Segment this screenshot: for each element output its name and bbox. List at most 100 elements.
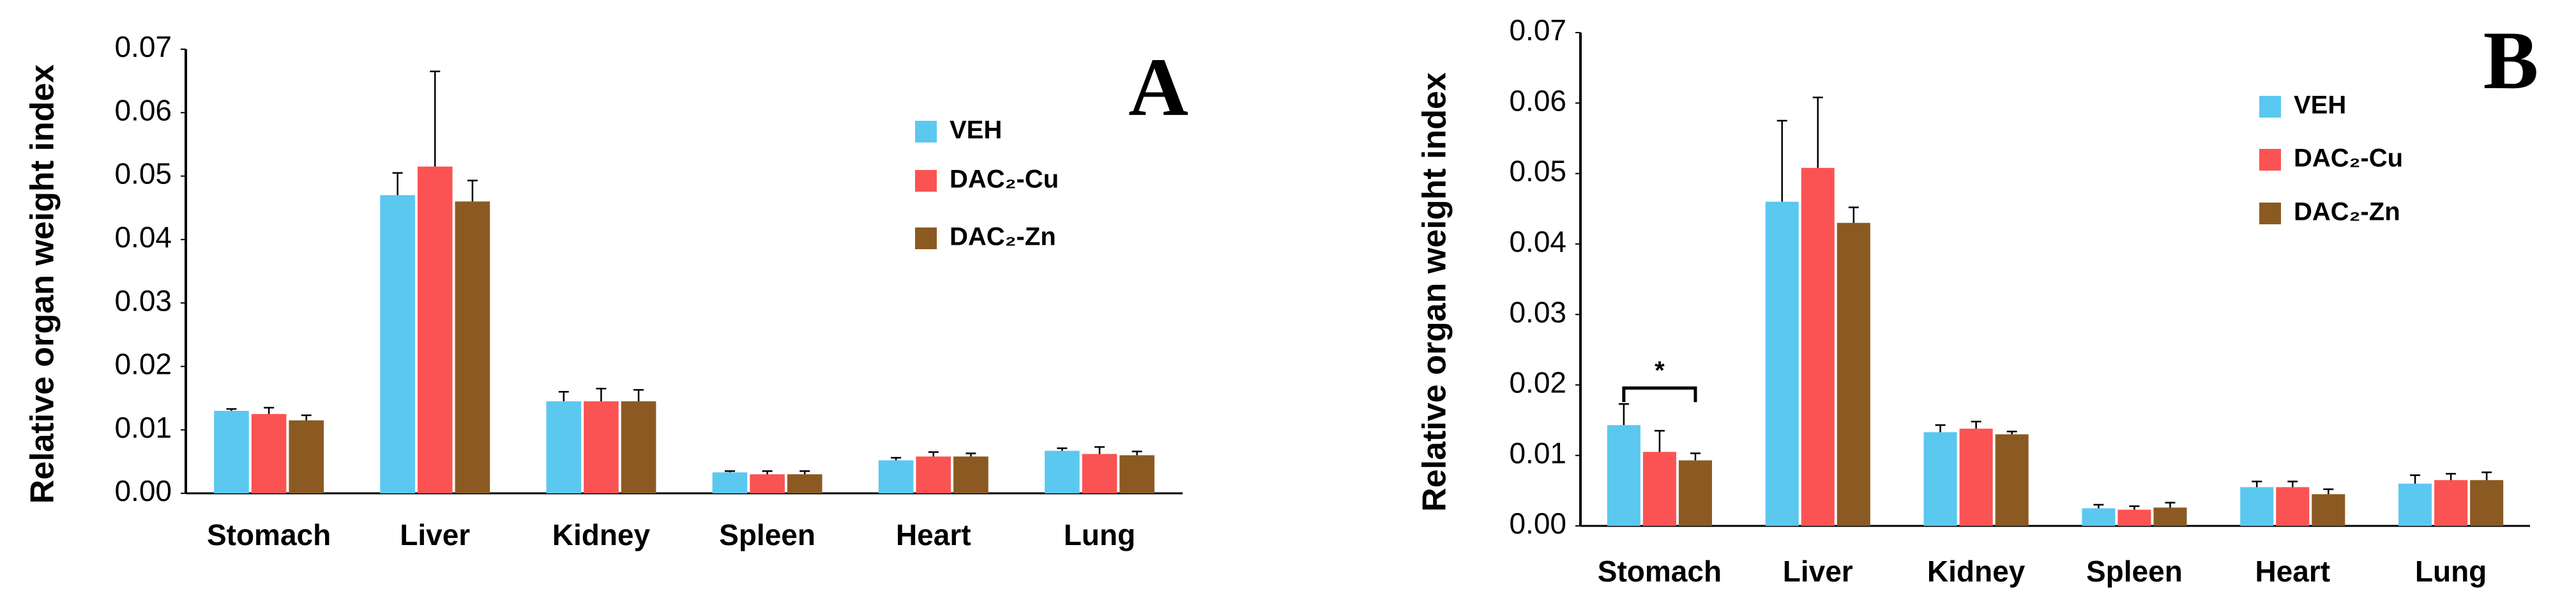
bar	[1765, 201, 1799, 526]
bar	[712, 472, 748, 493]
error-bar	[2252, 481, 2262, 488]
error-bar	[724, 470, 735, 473]
bar	[953, 456, 989, 493]
y-tick-label: 0.05	[114, 157, 172, 190]
x-tick-label: Spleen	[2086, 555, 2183, 588]
error-bar	[430, 70, 441, 167]
error-bar	[1132, 450, 1142, 456]
error-bar	[966, 452, 976, 457]
error-bar	[2481, 471, 2492, 481]
error-bar	[2165, 502, 2176, 508]
x-tick-label: Spleen	[719, 518, 815, 551]
y-axis-label: Relative organ weight index	[1416, 72, 1453, 512]
bar	[289, 420, 324, 493]
error-bar	[2323, 488, 2334, 495]
y-tick-label: 0.03	[1509, 295, 1566, 328]
bar	[787, 474, 822, 493]
legend-swatch	[2259, 96, 2281, 118]
error-bar	[1971, 420, 1981, 429]
bar	[2153, 507, 2187, 526]
y-tick-label: 0.03	[114, 284, 172, 317]
bar	[380, 195, 415, 493]
legend-swatch	[915, 121, 937, 142]
y-axis-label: Relative organ weight index	[24, 65, 61, 504]
x-tick-label: Liver	[400, 518, 470, 551]
y-tick-label: 0.07	[1509, 13, 1566, 47]
x-tick-label: Liver	[1783, 555, 1853, 588]
error-bar	[264, 406, 275, 414]
error-bar	[1690, 452, 1701, 461]
bar	[878, 460, 914, 493]
bar	[1959, 428, 1993, 526]
error-bar	[226, 408, 237, 411]
error-bar	[2129, 505, 2140, 510]
y-tick-label: 0.07	[114, 30, 172, 63]
y-tick-label: 0.01	[1509, 436, 1566, 470]
error-bar	[1094, 446, 1105, 454]
bar	[455, 201, 490, 493]
x-tick-label: Stomach	[207, 518, 331, 551]
x-tick-label: Kidney	[552, 518, 651, 551]
bar	[1082, 454, 1118, 493]
error-bar	[2287, 481, 2298, 488]
significance-bracket	[1622, 386, 1697, 403]
y-tick-label: 0.00	[114, 474, 172, 507]
legend-label: DAC₂-Zn	[950, 223, 1056, 251]
error-bar	[2446, 473, 2457, 481]
legend-label: VEH	[2294, 91, 2346, 119]
error-bar	[1935, 424, 1946, 433]
bar	[1044, 450, 1080, 493]
bar	[1119, 455, 1155, 493]
error-bar	[1057, 447, 1068, 451]
bar	[251, 413, 287, 493]
x-tick-label: Stomach	[1598, 555, 1722, 588]
significance-label: *	[1655, 357, 1665, 385]
bar	[2082, 508, 2116, 526]
y-tick-label: 0.02	[1509, 366, 1566, 399]
error-bar	[1618, 403, 1629, 426]
error-bar	[1812, 96, 1823, 168]
x-tick-label: Heart	[896, 518, 971, 551]
bar	[1801, 167, 1835, 527]
bar	[2240, 487, 2274, 526]
error-bar	[596, 387, 607, 402]
bar	[417, 166, 453, 493]
y-tick-label: 0.04	[1509, 225, 1566, 258]
bar	[584, 401, 619, 493]
error-bar	[1848, 206, 1859, 223]
legend-swatch	[915, 227, 937, 249]
y-tick-label: 0.05	[1509, 155, 1566, 188]
legend-swatch	[915, 170, 937, 192]
error-bar	[633, 389, 644, 402]
error-bar	[2006, 430, 2017, 435]
x-tick-label: Lung	[1064, 518, 1135, 551]
y-tick-label: 0.04	[114, 220, 172, 254]
error-bar	[392, 172, 403, 196]
error-bar	[2410, 474, 2421, 484]
bar	[2398, 483, 2432, 526]
y-tick-label: 0.02	[114, 348, 172, 381]
legend-label: VEH	[950, 116, 1002, 144]
x-tick-label: Lung	[2415, 555, 2487, 588]
bar	[1995, 434, 2029, 526]
bar	[546, 401, 582, 493]
y-tick-label: 0.06	[1509, 84, 1566, 117]
y-tick-label: 0.06	[114, 93, 172, 127]
error-bar	[558, 390, 569, 402]
bar	[2118, 509, 2151, 526]
y-tick-label: 0.01	[114, 411, 172, 444]
bar	[1923, 432, 1957, 526]
x-tick-label: Kidney	[1927, 555, 2026, 588]
error-bar	[799, 470, 810, 475]
error-bar	[2093, 504, 2104, 509]
bar	[2276, 487, 2310, 526]
bar	[750, 474, 785, 493]
error-bar	[1654, 429, 1665, 452]
legend-swatch	[2259, 149, 2281, 171]
y-tick-label: 0.00	[1509, 507, 1566, 540]
panel-label: B	[2483, 15, 2539, 107]
bar	[1678, 460, 1712, 526]
bar	[1607, 425, 1640, 526]
bar	[1642, 452, 1676, 526]
